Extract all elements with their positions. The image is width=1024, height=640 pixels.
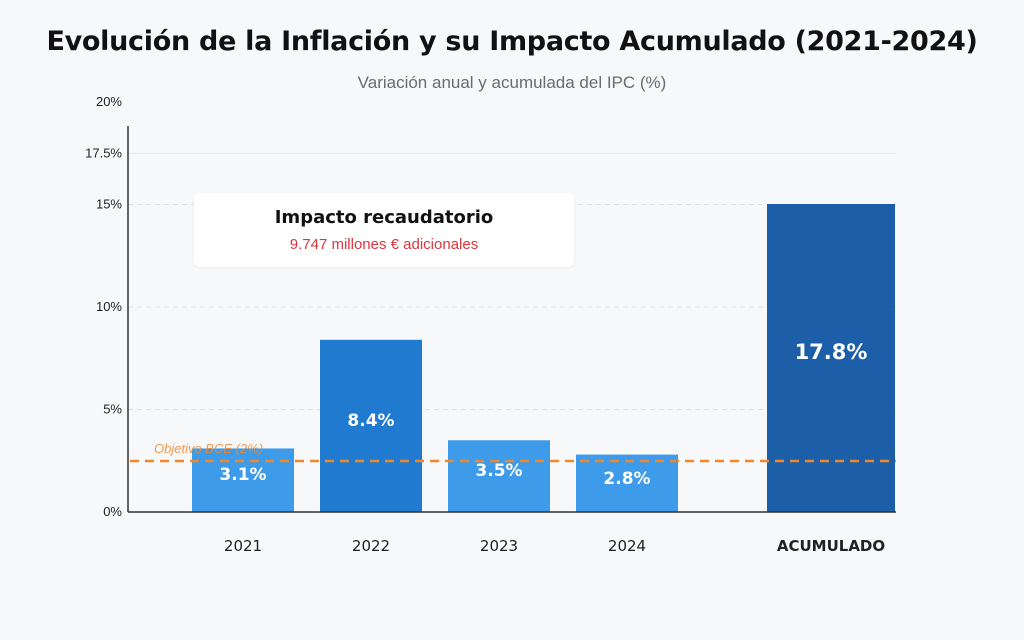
x-category-label: 2023	[480, 537, 518, 555]
bar-2021	[192, 448, 294, 512]
y-tick-label: 20%	[96, 94, 122, 109]
bar-value-label: 17.8%	[795, 340, 868, 364]
bar-value-label: 2.8%	[603, 469, 650, 489]
impact-info-box: Impacto recaudatorio 9.747 millones € ad…	[194, 193, 574, 267]
bar-2023	[448, 440, 550, 512]
bar-2024	[576, 454, 678, 512]
bar-2022	[320, 339, 422, 512]
y-tick-label: 17.5%	[85, 145, 122, 160]
x-category-label: 2021	[224, 537, 262, 555]
y-tick-label: 5%	[103, 402, 122, 417]
bar-value-label: 8.4%	[347, 411, 394, 431]
info-box-title: Impacto recaudatorio	[274, 207, 494, 228]
x-category-label: ACUMULADO	[777, 537, 885, 555]
y-tick-label: 15%	[96, 197, 122, 212]
y-tick-label: 0%	[103, 504, 122, 519]
chart-subtitle: Variación anual y acumulada del IPC (%)	[357, 73, 667, 92]
y-tick-label: 10%	[96, 299, 122, 314]
chart-title: Evolución de la Inflación y su Impacto A…	[46, 26, 978, 57]
x-category-label: 2024	[608, 537, 646, 555]
bar-value-label: 3.1%	[219, 465, 266, 485]
target-line-label: Objetivo BCE (2%)	[154, 441, 263, 456]
info-box-value: 9.747 millones € adicionales	[289, 236, 479, 253]
bar-value-label: 3.5%	[475, 461, 522, 481]
x-category-label: 2022	[352, 537, 390, 555]
